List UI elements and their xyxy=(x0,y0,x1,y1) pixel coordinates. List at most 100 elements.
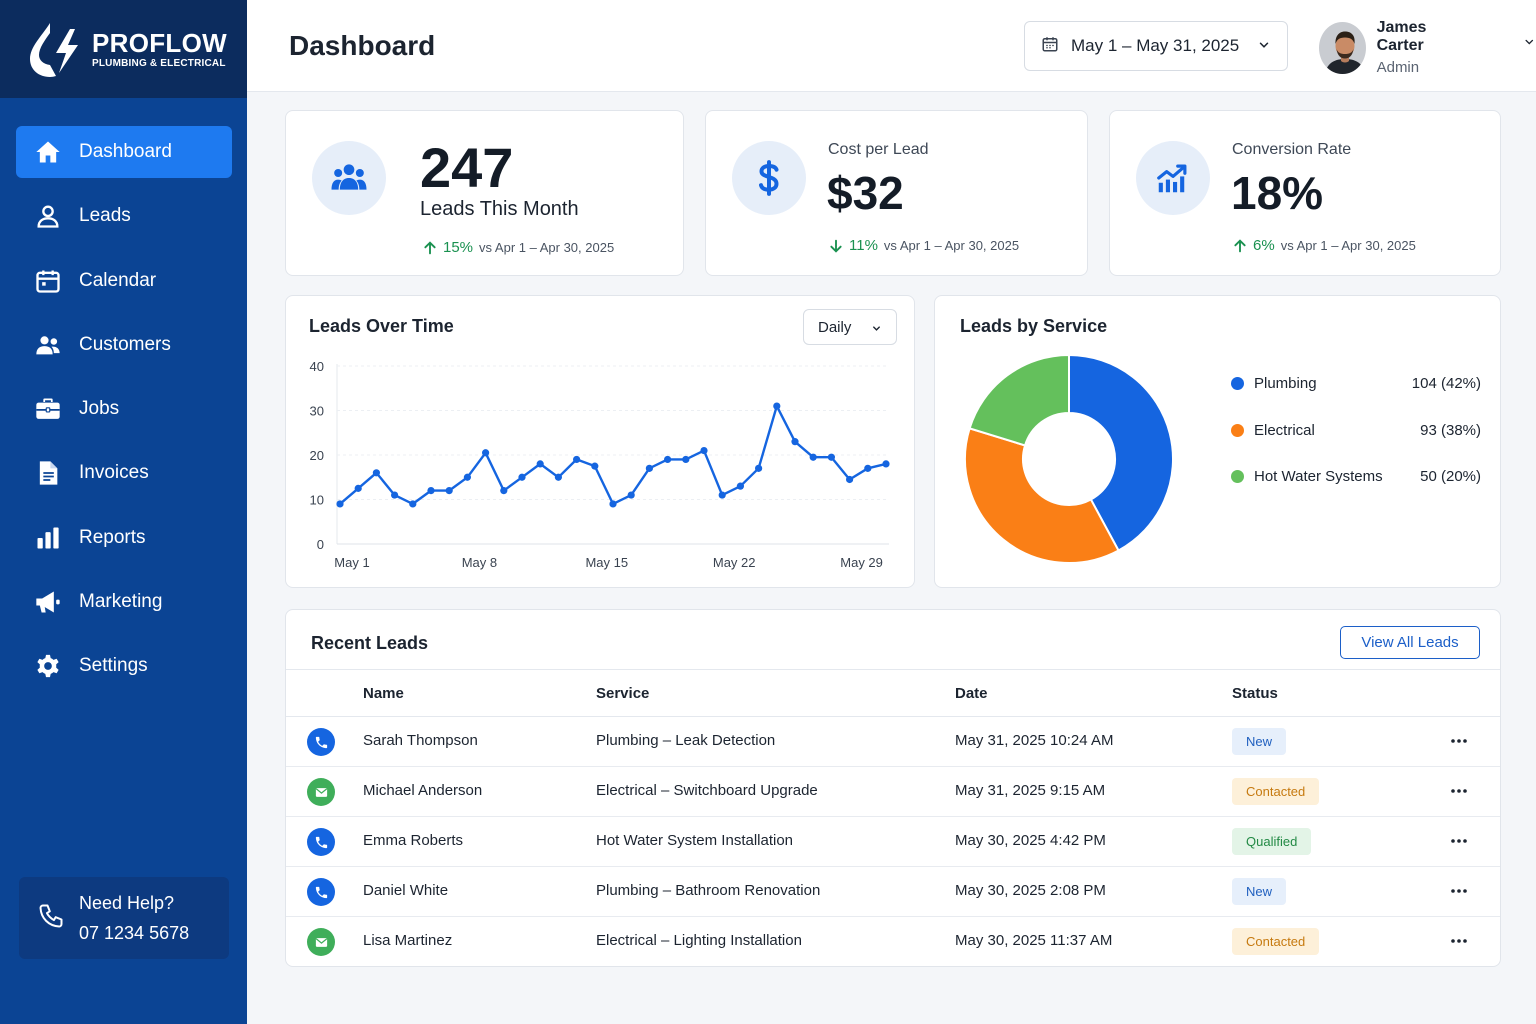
table-row[interactable]: Michael Anderson Electrical – Switchboar… xyxy=(286,767,1500,817)
table-row[interactable]: Emma Roberts Hot Water System Installati… xyxy=(286,817,1500,867)
more-options-icon[interactable] xyxy=(1448,831,1470,851)
brand[interactable]: PROFLOW PLUMBING & ELECTRICAL xyxy=(0,0,247,98)
donut-slice[interactable] xyxy=(968,353,1070,447)
sidebar-item-invoices[interactable]: Invoices xyxy=(16,447,232,499)
logo-icon xyxy=(30,23,78,77)
status-badge: New xyxy=(1232,878,1287,905)
legend-value: 93 (38%) xyxy=(1420,422,1481,439)
more-options-icon[interactable] xyxy=(1448,781,1470,801)
date-range-text: May 1 – May 31, 2025 xyxy=(1071,36,1240,55)
table-row[interactable]: Lisa Martinez Electrical – Lighting Inst… xyxy=(286,917,1500,967)
sidebar-item-label: Jobs xyxy=(79,398,120,420)
legend-swatch xyxy=(1231,377,1244,390)
data-point xyxy=(573,455,581,464)
help-title: Need Help? xyxy=(79,893,175,913)
bar-chart-icon xyxy=(34,524,62,552)
table-row[interactable]: Daniel White Plumbing – Bathroom Renovat… xyxy=(286,867,1500,917)
sidebar-item-reports[interactable]: Reports xyxy=(16,512,232,564)
cell-date: May 30, 2025 4:42 PM xyxy=(955,832,1106,849)
legend-label: Hot Water Systems xyxy=(1254,468,1383,485)
chevron-down-icon xyxy=(873,326,880,331)
arrow-up-icon xyxy=(1234,238,1246,252)
y-tick-label: 30 xyxy=(310,404,324,419)
column-header-date[interactable]: Date xyxy=(955,685,988,702)
y-tick-label: 40 xyxy=(310,359,324,374)
arrow-down-icon xyxy=(830,239,842,253)
brand-text: PROFLOW PLUMBING & ELECTRICAL xyxy=(92,29,227,69)
x-tick-label: May 29 xyxy=(840,555,883,570)
kpi-value: $32 xyxy=(827,167,904,219)
column-header-status[interactable]: Status xyxy=(1232,685,1278,702)
calendar-icon xyxy=(34,267,62,295)
card-title: Recent Leads xyxy=(311,633,429,653)
more-options-icon[interactable] xyxy=(1448,931,1470,951)
user-role: Admin xyxy=(1376,59,1420,76)
sidebar: PROFLOW PLUMBING & ELECTRICAL Dashboard … xyxy=(0,0,247,1024)
more-options-icon[interactable] xyxy=(1448,881,1470,901)
donut-chart xyxy=(964,353,1174,565)
sidebar-item-calendar[interactable]: Calendar xyxy=(16,255,232,307)
calendar-icon xyxy=(1041,35,1059,58)
table-row[interactable]: Sarah Thompson Plumbing – Leak Detection… xyxy=(286,717,1500,767)
avatar xyxy=(1319,21,1366,74)
page-title: Dashboard xyxy=(289,30,436,61)
view-all-leads-button[interactable]: View All Leads xyxy=(1340,626,1480,659)
arrow-up-icon xyxy=(424,240,436,254)
help-text: Need Help? 07 1234 5678 xyxy=(79,888,189,948)
data-point xyxy=(482,449,490,457)
sidebar-item-label: Settings xyxy=(79,655,148,677)
cell-date: May 31, 2025 9:15 AM xyxy=(955,782,1106,799)
data-point xyxy=(827,453,836,461)
data-point xyxy=(682,455,690,464)
document-icon xyxy=(34,459,62,487)
data-point xyxy=(409,500,417,508)
data-point xyxy=(609,500,617,508)
trend-up-icon xyxy=(1157,164,1187,193)
interval-value: Daily xyxy=(818,318,852,336)
sidebar-item-leads[interactable]: Leads xyxy=(16,190,232,242)
leads-by-service-card: Leads by Service Plumbing 104 (42%) Elec… xyxy=(934,295,1501,588)
help-phone[interactable]: 07 1234 5678 xyxy=(79,923,190,943)
sidebar-item-dashboard[interactable]: Dashboard xyxy=(16,126,232,178)
data-point xyxy=(554,473,562,481)
sidebar-item-label: Leads xyxy=(79,205,131,227)
cell-service: Plumbing – Bathroom Renovation xyxy=(596,882,821,899)
x-tick-label: May 22 xyxy=(713,555,756,570)
sidebar-item-label: Reports xyxy=(79,526,146,548)
donut-slice[interactable] xyxy=(1068,353,1174,552)
more-options-icon[interactable] xyxy=(1448,731,1470,751)
data-point xyxy=(627,491,635,499)
leads-over-time-card: Leads Over Time Daily 0 10 20 30 40 May 1 May … xyxy=(285,295,915,588)
interval-select[interactable]: Daily xyxy=(803,309,897,345)
brand-tagline: PLUMBING & ELECTRICAL xyxy=(92,58,226,69)
phone-icon xyxy=(307,828,335,856)
kpi-change: 15% vs Apr 1 – Apr 30, 2025 xyxy=(422,239,614,256)
data-point xyxy=(882,460,890,468)
data-point xyxy=(372,469,380,477)
user-icon xyxy=(34,202,62,230)
sidebar-item-jobs[interactable]: Jobs xyxy=(16,383,232,435)
phone-icon xyxy=(307,728,335,756)
status-badge: New xyxy=(1232,728,1287,755)
sidebar-item-customers[interactable]: Customers xyxy=(16,319,232,371)
data-point xyxy=(427,487,435,495)
legend-swatch xyxy=(1231,470,1244,483)
home-icon xyxy=(34,138,62,166)
status-badge: Contacted xyxy=(1232,778,1320,805)
data-point xyxy=(864,464,872,472)
sidebar-item-marketing[interactable]: Marketing xyxy=(16,576,232,628)
line-chart: 0 10 20 30 40 May 1 May 8 May 15 May 22 May 29 xyxy=(310,359,890,570)
kpi-label: Leads This Month xyxy=(420,198,579,220)
column-header-name[interactable]: Name xyxy=(363,685,404,702)
date-range-picker[interactable]: May 1 – May 31, 2025 xyxy=(1024,21,1288,71)
column-header-service[interactable]: Service xyxy=(596,685,650,702)
sidebar-item-settings[interactable]: Settings xyxy=(16,640,232,692)
user-menu[interactable]: James Carter Admin xyxy=(1319,19,1536,76)
data-point xyxy=(809,453,817,461)
cell-name: Michael Anderson xyxy=(363,782,483,799)
legend-label: Electrical xyxy=(1254,422,1315,439)
help-box[interactable]: Need Help? 07 1234 5678 xyxy=(19,877,229,959)
donut-slice[interactable] xyxy=(964,427,1120,565)
data-point xyxy=(645,464,653,472)
chevron-down-icon[interactable] xyxy=(1523,35,1536,49)
